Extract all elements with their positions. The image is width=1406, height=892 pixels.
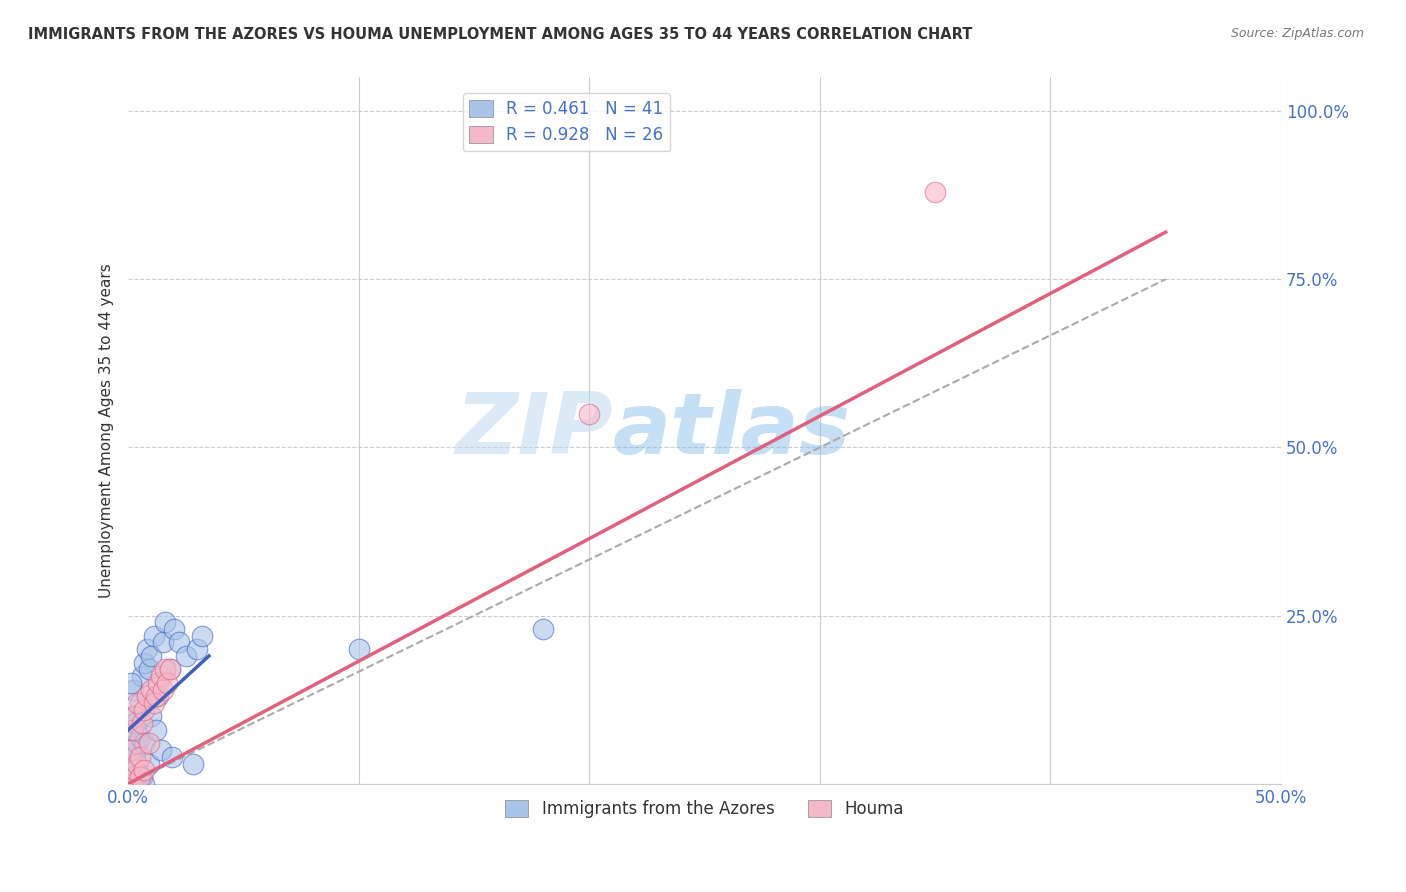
Point <box>149 669 172 683</box>
Point <box>124 749 146 764</box>
Point <box>152 682 174 697</box>
Point <box>141 709 163 723</box>
Point <box>124 709 146 723</box>
Text: Source: ZipAtlas.com: Source: ZipAtlas.com <box>1230 27 1364 40</box>
Point <box>128 770 150 784</box>
Point <box>134 777 156 791</box>
Point <box>128 749 150 764</box>
Point <box>156 676 179 690</box>
Point <box>120 676 142 690</box>
Point <box>181 756 204 771</box>
Point <box>131 669 153 683</box>
Point <box>134 736 156 750</box>
Point <box>121 709 143 723</box>
Point <box>191 629 214 643</box>
Text: IMMIGRANTS FROM THE AZORES VS HOUMA UNEMPLOYMENT AMONG AGES 35 TO 44 YEARS CORRE: IMMIGRANTS FROM THE AZORES VS HOUMA UNEM… <box>28 27 973 42</box>
Point <box>141 648 163 663</box>
Point <box>138 662 160 676</box>
Point <box>148 690 170 704</box>
Point <box>153 615 176 630</box>
Point <box>145 690 167 704</box>
Point <box>149 743 172 757</box>
Point <box>120 743 142 757</box>
Point <box>142 696 165 710</box>
Point <box>141 682 163 697</box>
Point <box>153 662 176 676</box>
Point <box>120 743 142 757</box>
Point <box>127 756 149 771</box>
Point <box>127 696 149 710</box>
Point <box>134 764 156 778</box>
Point <box>124 764 146 778</box>
Point <box>120 723 142 737</box>
Point <box>163 622 186 636</box>
Point <box>152 635 174 649</box>
Point <box>128 770 150 784</box>
Y-axis label: Unemployment Among Ages 35 to 44 years: Unemployment Among Ages 35 to 44 years <box>100 263 114 598</box>
Point <box>531 622 554 636</box>
Point <box>174 648 197 663</box>
Point <box>131 716 153 731</box>
Point <box>924 185 946 199</box>
Point <box>347 642 370 657</box>
Point <box>159 662 181 676</box>
Point <box>159 662 181 676</box>
Point <box>127 736 149 750</box>
Point <box>121 777 143 791</box>
Point <box>145 723 167 737</box>
Point <box>167 635 190 649</box>
Point <box>578 407 600 421</box>
Point <box>131 770 153 784</box>
Point <box>134 656 156 670</box>
Point <box>142 629 165 643</box>
Point <box>160 749 183 764</box>
Point <box>186 642 208 657</box>
Point <box>128 730 150 744</box>
Point <box>121 682 143 697</box>
Legend: Immigrants from the Azores, Houma: Immigrants from the Azores, Houma <box>499 793 911 825</box>
Point <box>138 756 160 771</box>
Point <box>127 777 149 791</box>
Point <box>121 723 143 737</box>
Point <box>128 696 150 710</box>
Text: atlas: atlas <box>613 389 851 472</box>
Point <box>135 642 157 657</box>
Point <box>138 736 160 750</box>
Point <box>124 716 146 731</box>
Point <box>148 676 170 690</box>
Point <box>124 764 146 778</box>
Point <box>120 770 142 784</box>
Point <box>134 703 156 717</box>
Point <box>135 690 157 704</box>
Point <box>124 770 146 784</box>
Point <box>121 756 143 771</box>
Text: ZIP: ZIP <box>454 389 613 472</box>
